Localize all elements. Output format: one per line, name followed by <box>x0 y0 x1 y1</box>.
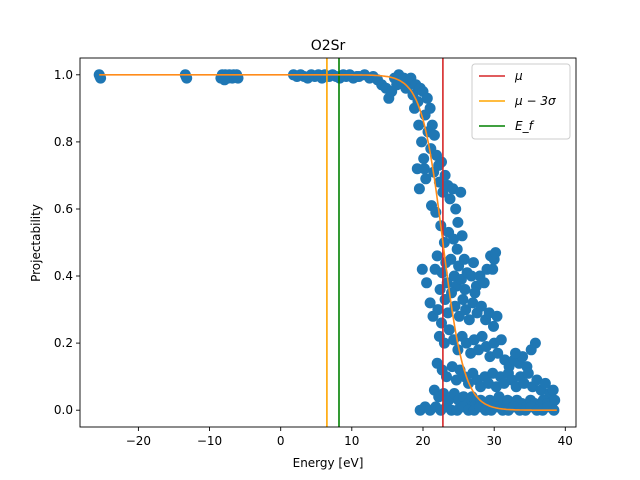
data-point <box>416 263 428 275</box>
legend-box <box>471 63 571 140</box>
y-tick-label: 0.4 <box>54 269 73 283</box>
y-tick-label: 0.6 <box>54 202 73 216</box>
data-point <box>439 169 451 181</box>
data-point <box>490 247 502 259</box>
data-point <box>428 129 440 141</box>
data-point <box>443 324 455 336</box>
data-point <box>460 304 472 316</box>
data-point <box>478 277 490 289</box>
data-point <box>420 173 432 185</box>
legend-ef-label: E_f <box>515 119 535 133</box>
y-tick-label: 0.0 <box>54 403 73 417</box>
data-point <box>431 250 443 262</box>
data-point <box>469 287 481 299</box>
data-point <box>409 102 420 114</box>
x-tick-label: 0 <box>277 434 285 448</box>
data-point <box>476 330 488 342</box>
data-point <box>438 337 450 349</box>
data-point <box>510 347 521 359</box>
data-point <box>413 119 425 131</box>
data-point <box>418 163 430 175</box>
data-point <box>424 297 436 309</box>
y-tick-label: 0.8 <box>54 135 73 149</box>
data-point <box>441 371 452 383</box>
plot-frame <box>79 57 577 428</box>
data-point <box>487 263 499 275</box>
data-point <box>456 230 468 242</box>
data-point <box>547 384 559 396</box>
data-point <box>539 377 551 389</box>
x-tick-label: −20 <box>126 434 151 448</box>
data-point <box>488 320 499 332</box>
data-point <box>418 153 430 165</box>
data-point <box>450 203 462 215</box>
data-point <box>522 367 534 379</box>
x-tick-label: 20 <box>415 434 430 448</box>
data-point <box>442 307 454 319</box>
data-point <box>468 257 479 269</box>
data-point <box>458 253 470 265</box>
data-point <box>421 92 433 104</box>
data-point <box>432 304 444 316</box>
data-point <box>436 317 447 329</box>
data-point <box>467 297 479 309</box>
y-tick-label: 0.2 <box>54 336 73 350</box>
data-point <box>452 216 464 228</box>
data-point <box>452 344 464 356</box>
data-point <box>529 337 541 349</box>
data-point <box>446 287 457 299</box>
data-point <box>424 102 436 114</box>
data-point <box>459 284 471 295</box>
data-point <box>421 277 433 289</box>
legend: μ μ − 3σ E_f <box>471 63 571 140</box>
data-point <box>465 270 477 282</box>
y-tick-label: 1.0 <box>54 68 73 82</box>
legend-mu-minus-3sigma-label: μ − 3σ <box>514 94 556 108</box>
data-point <box>448 233 460 245</box>
x-tick-label: 10 <box>344 434 359 448</box>
x-tick-label: 30 <box>487 434 502 448</box>
data-point <box>444 193 456 205</box>
x-axis-label: Energy [eV] <box>293 456 364 470</box>
x-tick-label: −10 <box>197 434 222 448</box>
legend-mu-label: μ <box>514 69 523 83</box>
y-axis-ticks: 0.0 0.2 0.4 0.6 0.8 1.0 <box>54 68 80 417</box>
y-axis-label: Projectability <box>29 204 43 282</box>
data-point <box>416 136 428 148</box>
x-axis-ticks: −20 −10 0 10 20 30 40 <box>126 427 573 448</box>
x-tick-label: 40 <box>558 434 573 448</box>
data-point <box>475 300 487 312</box>
data-point <box>219 74 230 86</box>
data-point <box>495 334 507 346</box>
data-point <box>451 243 463 255</box>
chart-title: O2Sr <box>311 38 346 54</box>
data-point <box>518 377 530 389</box>
data-point <box>457 294 469 305</box>
fit-curve <box>99 74 557 411</box>
data-point <box>491 310 503 322</box>
data-point <box>492 347 504 359</box>
data-point <box>445 253 457 265</box>
data-point <box>531 374 543 386</box>
scatter-points <box>93 69 561 416</box>
data-point <box>441 277 453 289</box>
data-point <box>413 183 425 195</box>
data-point <box>436 156 447 168</box>
data-point <box>438 237 450 248</box>
data-point <box>455 186 467 198</box>
data-point <box>463 314 475 326</box>
